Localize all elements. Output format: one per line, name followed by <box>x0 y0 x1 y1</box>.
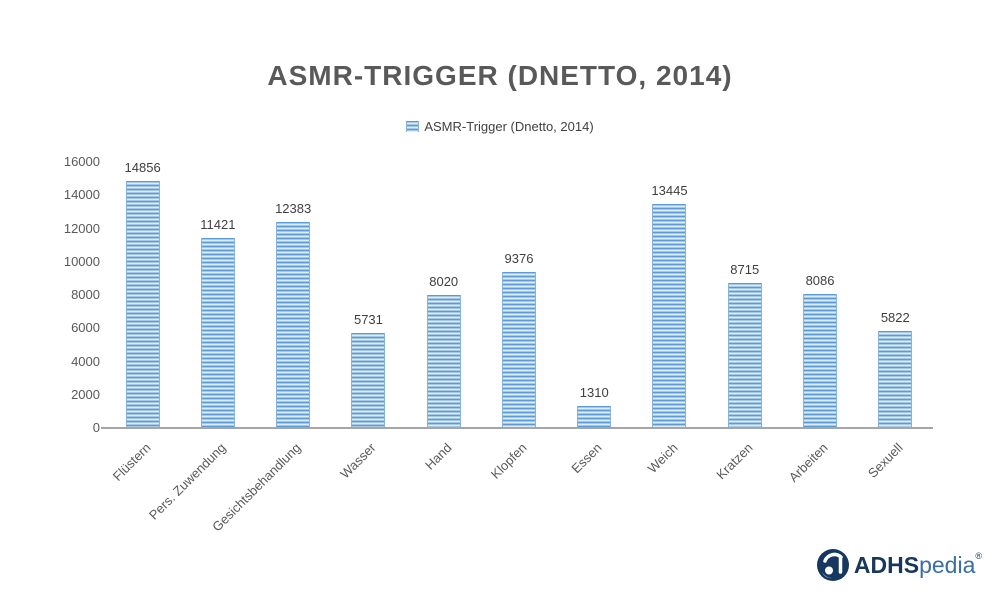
bar-group: 13445 Weich <box>632 162 707 476</box>
x-axis-label: Hand <box>421 440 455 473</box>
x-axis-label: Essen <box>568 440 605 477</box>
y-axis-tick-label: 8000 <box>71 287 100 302</box>
bar-group: 11421 Pers. Zuwendung <box>146 162 255 523</box>
x-axis-label: Weich <box>644 440 681 476</box>
bar-value-label: 11421 <box>200 217 236 232</box>
adhspedia-logo-text: ADHSpedia® <box>853 550 982 578</box>
bar-value-label: 8715 <box>730 262 760 277</box>
bar <box>577 406 612 428</box>
bar <box>276 222 311 428</box>
y-axis-tick-label: 2000 <box>71 386 100 402</box>
bar-value-label: 5822 <box>880 310 910 325</box>
y-axis-tick-label: 10000 <box>63 253 100 269</box>
registered-mark: ® <box>975 550 982 561</box>
bar <box>878 331 913 428</box>
bar <box>727 283 762 428</box>
bar-value-label: 14856 <box>124 160 161 175</box>
plot-area: 14856 Flüstern 11421 Pers. Zuwendung 12383 Ge… <box>105 160 933 534</box>
y-axis-tick-label: 4000 <box>71 353 100 369</box>
bar <box>652 204 687 428</box>
bar-group: 1310 Essen <box>557 162 632 476</box>
y-axis: 0 2000 4000 6000 8000 10000 12000 14000 16000 <box>30 154 100 435</box>
bar <box>351 333 386 428</box>
bar-value-label: 1310 <box>579 385 609 400</box>
bar-group: 9376 Klopfen <box>481 162 556 482</box>
x-axis-label: Arbeiten <box>785 440 831 485</box>
chart-legend: ASMR-Trigger (Dnetto, 2014) <box>0 119 1000 134</box>
bar <box>200 238 235 428</box>
bar-group: 14856 Flüstern <box>105 160 180 484</box>
bar <box>803 294 838 428</box>
x-axis-label: Kratzen <box>713 440 756 483</box>
adhspedia-logo: ADHSpedia® <box>816 548 982 582</box>
bar-value-label: 5731 <box>353 312 383 327</box>
bar-group: 8020 Hand <box>406 162 481 473</box>
y-axis-tick-label: 0 <box>92 420 100 435</box>
x-axis-label: Gesichtsbehandlung <box>209 440 304 535</box>
logo-text-light: pedia <box>919 551 976 578</box>
x-axis-label: Wasser <box>337 440 380 482</box>
bar-value-label: 8020 <box>429 274 459 289</box>
x-axis-label: Klopfen <box>487 440 530 482</box>
bar-group: 8086 Arbeiten <box>782 162 857 485</box>
y-axis-tick-label: 6000 <box>71 320 100 336</box>
x-axis-label: Pers. Zuwendung <box>145 440 229 523</box>
legend-marker-icon <box>406 121 420 132</box>
bar-value-label: 13445 <box>651 183 688 198</box>
chart-title: ASMR-TRIGGER (DNETTO, 2014) <box>267 60 733 91</box>
bar <box>501 272 536 428</box>
bar-value-label: 12383 <box>275 201 312 216</box>
x-axis-label: Flüstern <box>109 440 154 484</box>
y-axis-tick-label: 14000 <box>63 187 100 203</box>
bar-value-label: 8086 <box>805 273 835 288</box>
legend-label: ASMR-Trigger (Dnetto, 2014) <box>424 119 594 134</box>
bar <box>125 181 160 428</box>
logo-text-bold: ADHS <box>853 551 920 578</box>
y-axis-tick-label: 12000 <box>63 220 100 236</box>
bar-group: 8715 Kratzen <box>707 162 782 482</box>
y-axis-tick-label: 16000 <box>63 154 100 169</box>
bar-group: 12383 Gesichtsbehandlung <box>209 162 331 534</box>
bar-value-label: 9376 <box>504 251 534 266</box>
adhspedia-logo-icon <box>816 549 849 581</box>
bar-group: 5822 Sexuell <box>858 162 933 481</box>
x-axis-line <box>101 427 933 429</box>
bar <box>426 295 461 428</box>
bar-group: 5731 Wasser <box>331 162 406 481</box>
